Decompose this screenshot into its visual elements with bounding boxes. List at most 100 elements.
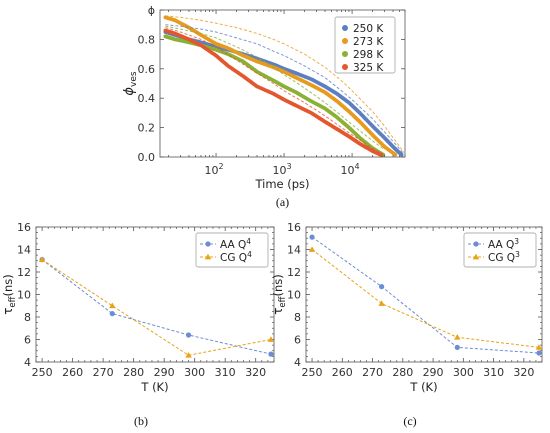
legend-label: 250 K — [353, 23, 384, 35]
x-tick-label: 103 — [273, 162, 292, 177]
x-axis-label: T (K) — [409, 380, 437, 394]
legend-label-text: AA Q — [488, 239, 514, 251]
legend-label: 298 K — [353, 49, 384, 61]
data-point — [454, 344, 460, 350]
legend-marker — [342, 38, 348, 44]
y-tick-label: 10 — [287, 289, 301, 302]
data-point — [379, 284, 385, 290]
legend-label: AA Q3 — [488, 237, 519, 251]
data-point — [109, 302, 116, 309]
series-3-points — [163, 28, 384, 157]
x-tick-exponent: 4 — [355, 162, 360, 171]
y-tick-label: 6 — [294, 334, 301, 347]
y-tick-label: 14 — [287, 244, 301, 257]
y-axis-label: τeff(ns) — [1, 274, 18, 315]
plot-frame-a — [159, 9, 406, 158]
legend-marker — [205, 241, 211, 247]
y-axis-label-sub: eff — [278, 295, 288, 307]
y-axis-label-unit: (ns) — [1, 274, 15, 296]
series-line — [311, 249, 540, 348]
x-tick-label: 300 — [184, 366, 205, 379]
legend-label-text: CG Q — [488, 252, 515, 264]
data-point — [535, 344, 543, 350]
legend-box — [463, 232, 537, 268]
x-tick-exponent: 2 — [218, 162, 223, 171]
data-point — [399, 152, 404, 157]
y-tick-label: 8 — [294, 311, 301, 324]
series-2-fit-line — [165, 25, 385, 151]
y-axis-label-unit: (ns) — [271, 274, 285, 296]
data-point — [109, 311, 115, 317]
legend-label-sup: 3 — [515, 250, 520, 259]
legend-marker — [472, 253, 480, 260]
y-axis-label-sub: eff — [8, 295, 18, 307]
y-tick-label: ϕ — [148, 4, 155, 17]
legend-label-sup: 4 — [246, 237, 251, 246]
x-tick-label: 270 — [93, 366, 114, 379]
y-tick-label: 12 — [287, 266, 301, 279]
y-axis-label-main: τ — [1, 308, 15, 315]
y-tick-label: 10 — [17, 289, 31, 302]
legend-marker — [473, 241, 479, 247]
x-tick-label: 270 — [362, 366, 383, 379]
chart-c: 250 260 270 280 290 300 310 320 4 6 8 10 12 14 16 T (K)… — [271, 221, 543, 428]
legend-marker — [342, 64, 348, 70]
x-tick-label: 300 — [453, 366, 474, 379]
data-point — [267, 336, 275, 342]
y-axis-label-sub: ves — [129, 71, 139, 87]
caption: (b) — [134, 414, 148, 428]
x-tick-exponent: 3 — [287, 162, 292, 171]
series-1 — [38, 256, 275, 358]
series-line — [41, 259, 271, 356]
x-tick-base: 10 — [204, 164, 218, 177]
legend-marker — [342, 51, 348, 57]
x-tick-label: 280 — [392, 366, 413, 379]
legend-label: 273 K — [353, 36, 384, 48]
legend-box — [195, 232, 269, 268]
data-point — [268, 351, 274, 357]
x-axis-label: Time (ps) — [254, 177, 309, 191]
caption-a: (a) — [276, 195, 289, 209]
y-tick-label: 14 — [17, 244, 31, 257]
x-tick-label: 250 — [32, 366, 53, 379]
y-tick-label: 6 — [24, 334, 31, 347]
x-tick-label: 102 — [204, 162, 223, 177]
legend-marker — [342, 25, 348, 31]
data-point — [185, 332, 192, 338]
y-axis-label: ϕves — [122, 71, 139, 95]
x-tick-label: 260 — [332, 366, 353, 379]
chart-b: 250 260 270 280 290 300 310 320 4 6 8 10 12 14 16 T (K)… — [1, 221, 275, 428]
x-tick-label: 280 — [123, 366, 144, 379]
data-point — [38, 256, 46, 263]
y-tick-label: 16 — [287, 221, 301, 234]
caption: (c) — [403, 414, 416, 428]
legend-label-sup: 3 — [514, 237, 519, 246]
x-tick-label: 310 — [215, 366, 236, 379]
y-tick-label: 8 — [24, 311, 31, 324]
x-tick-label: 260 — [62, 366, 83, 379]
x-tick-label: 320 — [513, 366, 534, 379]
legend-label: AA Q4 — [220, 237, 251, 251]
series-0 — [309, 234, 542, 356]
y-tick-label: 0.8 — [138, 33, 156, 46]
x-tick-label: 320 — [245, 366, 266, 379]
y-axis-label: τeff(ns) — [271, 274, 288, 315]
series-line — [41, 259, 272, 355]
data-point — [309, 234, 315, 240]
legend-label: 325 K — [353, 62, 384, 74]
y-tick-label: 0.6 — [138, 63, 156, 76]
x-tick-label: 290 — [423, 366, 444, 379]
x-tick-label: 290 — [154, 366, 175, 379]
y-tick-label: 4 — [294, 356, 301, 369]
x-tick-label: 104 — [341, 162, 360, 177]
legend-label: CG Q3 — [488, 250, 520, 264]
legend-label-text: AA Q — [220, 239, 246, 251]
data-point — [378, 300, 385, 306]
x-tick-base: 10 — [341, 164, 355, 177]
data-point — [308, 246, 316, 252]
